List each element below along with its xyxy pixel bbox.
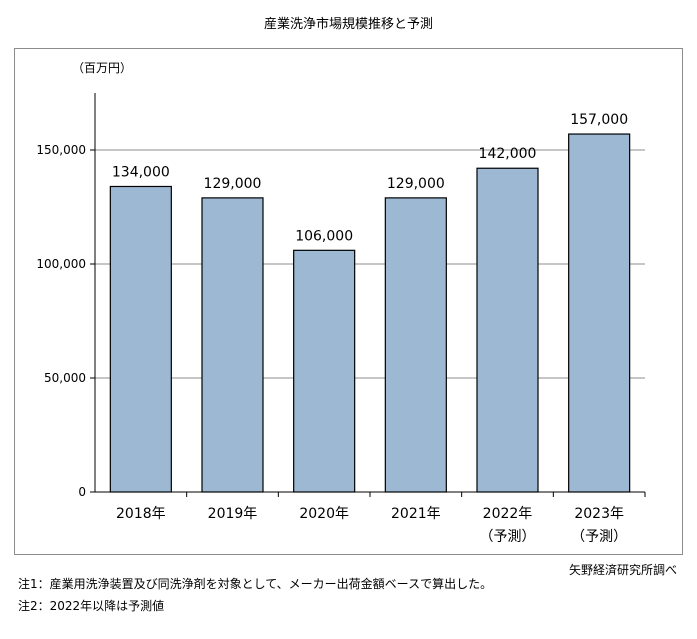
x-tick-label: 2019年 — [208, 506, 258, 522]
bar — [109, 185, 172, 493]
bar-value-label: 106,000 — [295, 228, 353, 244]
x-tick-label: 2022年 — [483, 506, 533, 522]
footnote-2: 注2：2022年以降は予測値 — [18, 599, 165, 613]
bar — [384, 197, 447, 493]
bar-value-label: 134,000 — [112, 164, 170, 180]
bar-value-label: 142,000 — [479, 146, 537, 162]
y-axis-label: （百万円） — [72, 61, 132, 75]
bar — [293, 249, 356, 493]
x-tick-label: 2023年 — [574, 506, 624, 522]
footnote-1: 注1：産業用洗浄装置及び同洗浄剤を対象として、メーカー出荷金額ベースで算出した。 — [18, 577, 493, 591]
chart-title: 産業洗浄市場規模推移と予測 — [263, 17, 433, 32]
x-tick-sublabel: （予測） — [571, 529, 627, 545]
y-tick-label: 150,000 — [36, 143, 86, 157]
x-tick-label: 2018年 — [116, 506, 166, 522]
x-tick-label: 2020年 — [299, 506, 349, 522]
source-credit: 矢野経済研究所調べ — [568, 563, 677, 577]
bar-value-label: 129,000 — [204, 176, 262, 192]
bar — [201, 197, 264, 493]
chart-frame — [14, 48, 683, 555]
x-tick-sublabel: （予測） — [480, 529, 536, 545]
y-tick-label: 100,000 — [36, 257, 86, 271]
x-tick-label: 2021年 — [391, 506, 441, 522]
bar — [476, 167, 539, 493]
bar-value-label: 157,000 — [570, 112, 628, 128]
bar — [568, 133, 631, 493]
bar-value-label: 129,000 — [387, 176, 445, 192]
y-tick-label: 50,000 — [44, 371, 86, 385]
y-tick-label: 0 — [78, 485, 86, 499]
